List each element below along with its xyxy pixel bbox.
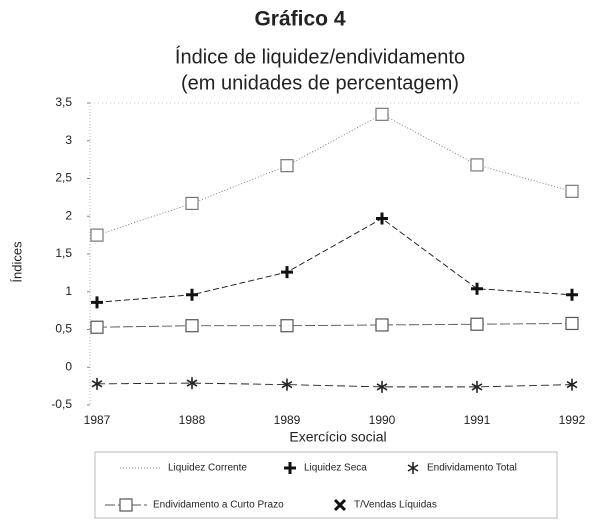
x-tick-label: 1988 <box>179 413 206 427</box>
marker <box>566 378 578 391</box>
y-tick-label: 3 <box>65 133 72 147</box>
chart-title: Gráfico 4 <box>254 8 345 31</box>
legend-box <box>94 451 558 519</box>
x-tick-label: 1989 <box>274 413 301 427</box>
marker <box>375 107 389 121</box>
series-line <box>96 323 573 328</box>
x-axis-label: Exercício social <box>289 429 386 445</box>
x-tick-label: 1990 <box>369 413 396 427</box>
series-line <box>96 217 573 303</box>
legend-label: Endividamento a Curto Prazo <box>153 500 284 511</box>
legend-label: T/Vendas Líquidas <box>354 500 437 511</box>
marker <box>470 158 484 172</box>
marker <box>185 196 199 211</box>
marker <box>471 380 483 393</box>
y-tick-label: 1,5 <box>55 246 72 260</box>
marker <box>186 288 198 301</box>
marker <box>280 159 294 173</box>
marker <box>281 378 293 391</box>
legend-marker <box>119 498 133 512</box>
y-tick-label: 3,5 <box>55 95 72 109</box>
legend-marker <box>407 462 419 474</box>
marker <box>376 380 388 393</box>
x-tick-label: 1987 <box>84 413 111 427</box>
x-tick-label: 1991 <box>464 413 491 427</box>
x-tick-label: 1992 <box>559 413 586 427</box>
marker <box>185 319 199 333</box>
chart-subtitle: (em unidades de percentagem) <box>181 72 459 94</box>
marker <box>186 377 198 390</box>
marker <box>471 282 483 295</box>
y-axis-label: Índices <box>9 241 24 283</box>
marker <box>565 316 579 331</box>
legend-label: Liquidez Corrente <box>168 463 247 474</box>
marker <box>281 266 293 279</box>
y-tick-label: 2 <box>65 208 72 222</box>
legend-label: Endividamento Total <box>427 463 517 474</box>
y-tick-label: 0 <box>65 359 72 373</box>
marker <box>91 377 103 390</box>
y-tick-label: 2,5 <box>55 171 72 185</box>
marker <box>375 318 389 332</box>
legend-label: Liquidez Seca <box>304 463 367 474</box>
chart-subtitle: Índice de liquidez/endividamento <box>175 45 465 68</box>
marker <box>90 228 104 242</box>
marker <box>566 288 578 301</box>
legend-marker <box>284 462 296 474</box>
marker <box>91 296 103 309</box>
marker <box>376 212 388 225</box>
marker <box>90 320 104 334</box>
legend-marker <box>333 498 347 512</box>
y-tick-label: -0,5 <box>51 397 72 411</box>
series-line <box>96 382 573 388</box>
y-tick-label: 1 <box>65 284 72 298</box>
y-tick-label: 0,5 <box>55 322 72 336</box>
marker <box>280 319 294 333</box>
marker <box>565 184 579 198</box>
marker <box>470 317 484 331</box>
series-line <box>96 113 573 236</box>
